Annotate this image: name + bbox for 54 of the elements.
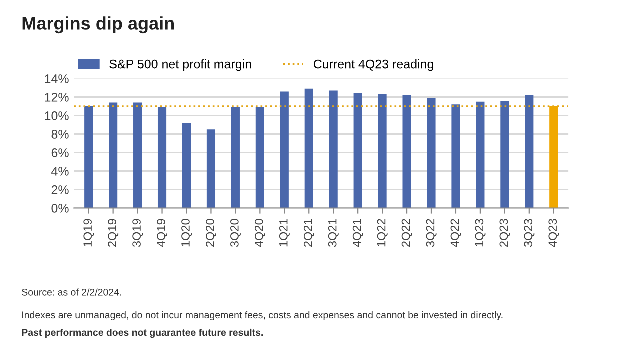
y-tick-label: 4% xyxy=(52,167,69,176)
x-tick-label: 4Q21 xyxy=(352,219,364,248)
bar xyxy=(280,92,289,208)
x-tick-label: 3Q20 xyxy=(230,219,241,248)
x-tick-label: 4Q23 xyxy=(548,219,560,248)
chart-title: Margins dip again xyxy=(22,16,174,34)
bar xyxy=(402,95,412,208)
x-tick-label: 2Q20 xyxy=(206,219,217,247)
bar xyxy=(476,102,485,208)
bar xyxy=(452,104,460,208)
bar xyxy=(525,95,534,208)
x-tick-label: 1Q19 xyxy=(84,219,94,247)
bar xyxy=(134,102,142,208)
bar xyxy=(427,98,436,208)
x-tick-label: 4Q20 xyxy=(254,219,266,248)
x-tick-label: 1Q22 xyxy=(377,219,388,247)
bar xyxy=(329,90,338,208)
x-tick-label: 3Q22 xyxy=(426,219,437,248)
x-tick-label: 4Q22 xyxy=(450,219,462,248)
legend-label: Current 4Q23 reading xyxy=(314,60,434,72)
bar xyxy=(256,107,264,208)
bar xyxy=(304,88,314,208)
y-tick-label: 14% xyxy=(45,74,69,84)
x-tick-label: 2Q21 xyxy=(304,219,314,247)
bar xyxy=(550,106,558,208)
y-tick-label: 10% xyxy=(45,112,69,120)
bar xyxy=(84,106,94,208)
x-tick-label: 2Q19 xyxy=(108,219,119,247)
y-tick-label: 8% xyxy=(52,130,69,139)
bar xyxy=(500,100,510,208)
x-tick-label: 3Q23 xyxy=(524,219,535,248)
bar xyxy=(158,107,167,208)
x-tick-label: 1Q20 xyxy=(182,219,192,247)
x-tick-label: 4Q19 xyxy=(157,219,168,248)
bar xyxy=(354,94,362,208)
y-tick-label: 12% xyxy=(45,93,69,102)
text: Indexes are unmanaged, do not incur management fees, costs and expenses and cannot be invested in directly. xyxy=(22,311,503,321)
x-tick-label: 1Q23 xyxy=(475,219,486,247)
source-note: Source: as of 2/2/2024. xyxy=(22,288,122,296)
bar xyxy=(109,102,118,208)
text: Past performance does not guarantee future results. xyxy=(22,328,263,338)
x-tick-label: 2Q22 xyxy=(402,219,412,247)
legend-label: S&P 500 net profit margin xyxy=(110,60,252,72)
bar xyxy=(182,123,192,208)
x-tick-label: 3Q21 xyxy=(328,219,339,248)
bar xyxy=(378,94,387,208)
y-tick-label: 0% xyxy=(52,204,69,213)
bar xyxy=(231,107,240,208)
x-tick-label: 2Q23 xyxy=(500,219,510,247)
y-tick-label: 6% xyxy=(52,148,69,158)
x-tick-label: 1Q21 xyxy=(279,219,290,247)
x-tick-label: 3Q19 xyxy=(132,219,144,248)
y-tick-label: 2% xyxy=(52,186,69,194)
bar xyxy=(206,130,216,208)
